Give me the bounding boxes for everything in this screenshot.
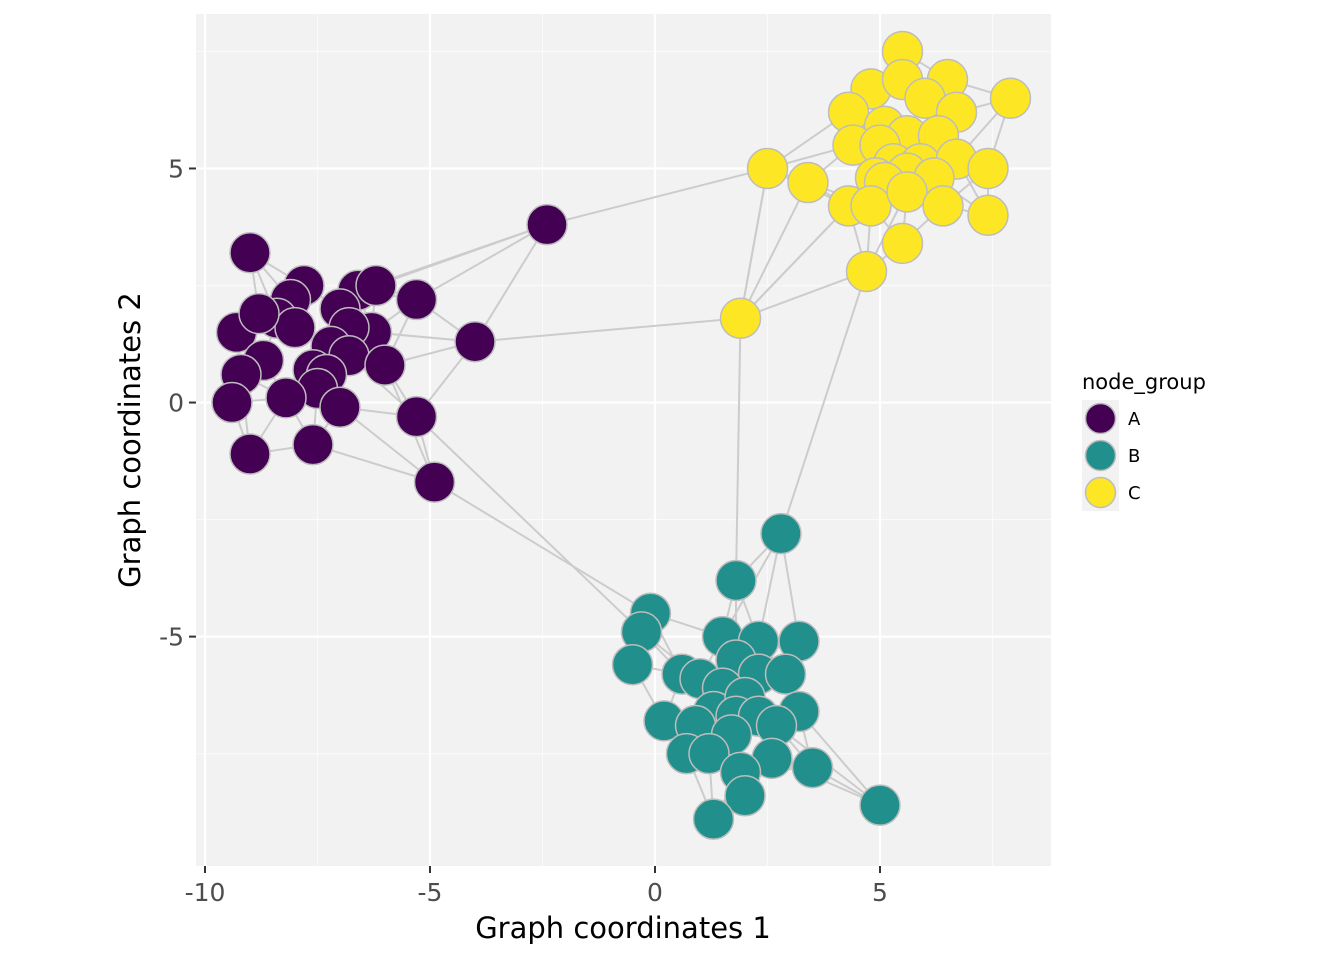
legend-label-c: C [1128,483,1141,504]
node-a [319,386,361,428]
legend-label-a: A [1128,409,1141,430]
graph-edge [739,205,850,319]
node-c [967,147,1009,190]
x-tick-labels: -10 -5 0 5 [185,878,888,907]
node-a [454,320,496,363]
graph-edge [416,223,548,301]
y-axis-title: Graph coordinates 2 [113,292,147,588]
y-tick-label: 5 [168,154,184,183]
node-c [746,147,789,190]
node-a [229,433,271,475]
axis-ticks [189,167,881,873]
node-a [265,377,307,419]
node-a [395,395,438,438]
node-b [791,746,834,789]
node-c [850,185,892,227]
node-a [526,203,568,246]
graph-edge [312,443,435,484]
node-b [611,643,654,686]
node-b [688,732,730,775]
graph-edge [474,224,548,343]
node-b [760,512,802,555]
node-c [989,77,1032,120]
node-a [364,344,406,386]
node-b [724,775,766,817]
y-tick-label: 0 [168,389,184,418]
y-tick-label: -5 [159,623,184,652]
graph-edge [740,270,867,320]
graph-edge [739,168,769,319]
graph-edge [474,317,741,343]
graph-edge [433,481,652,615]
node-b [715,559,757,602]
node-a [292,423,334,466]
graph-edge [739,182,809,319]
node-c [719,297,762,340]
graph-edge [546,167,768,226]
x-tick-label: -10 [185,878,226,907]
node-a [238,292,280,335]
node-c [845,250,888,293]
node-c [922,185,964,227]
node-c [967,194,1009,237]
node-c [787,161,829,204]
graph-edge [415,415,643,633]
graph-edge [780,271,868,534]
legend-key-c [1084,476,1117,509]
y-tick-labels: -5 0 5 [159,154,184,651]
graph-edge [735,318,742,581]
node-a [274,306,316,349]
x-axis-title: Graph coordinates 1 [475,911,771,945]
legend-title: node_group [1082,370,1206,395]
node-a [355,264,397,307]
node-c [881,222,924,265]
x-tick-label: 0 [647,878,663,907]
node-a [211,381,253,424]
node-c [886,171,928,213]
legend-key-b [1084,439,1117,472]
node-b [859,784,901,826]
legend: node_group A B C [1082,370,1206,511]
node-b [692,798,735,840]
node-a [395,278,438,321]
node-b [764,653,807,695]
legend-key-a [1084,402,1117,435]
graph-nodes [211,30,1032,840]
node-a [413,461,456,503]
legend-label-b: B [1128,446,1140,467]
x-tick-label: 5 [872,878,888,907]
x-tick-label: -5 [418,878,443,907]
node-a [229,231,271,274]
